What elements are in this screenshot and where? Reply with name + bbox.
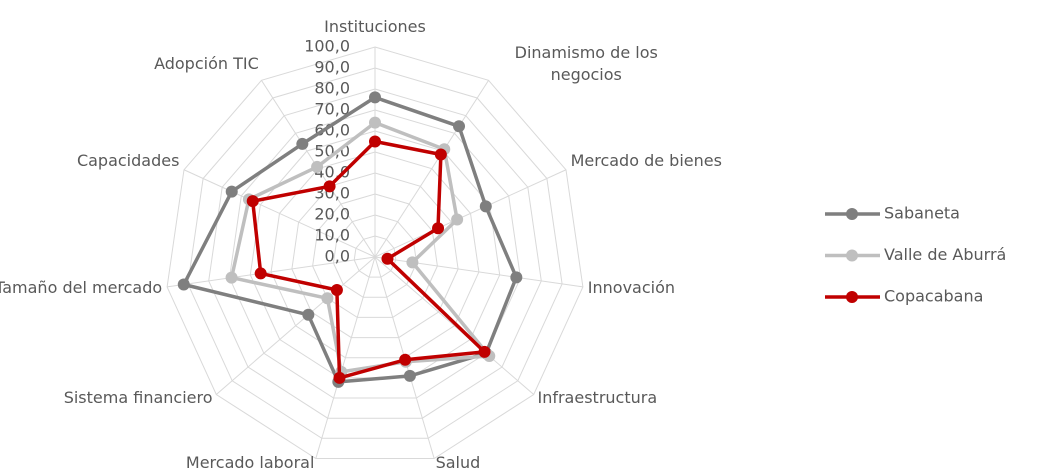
data-point: [399, 353, 412, 366]
data-point: [381, 252, 394, 265]
legend-label: Sabaneta: [884, 204, 960, 223]
data-point: [434, 148, 447, 161]
spoke: [167, 256, 376, 288]
tick-label: 80,0: [314, 79, 350, 98]
legend-label: Copacabana: [884, 287, 983, 306]
grid-ring: [332, 214, 418, 298]
series-line: [250, 139, 487, 380]
spoke: [374, 80, 489, 258]
data-point: [321, 292, 334, 305]
data-point: [225, 185, 238, 198]
legend-label: Valle de Aburrá: [884, 245, 1006, 264]
category-label: Dinamismo de los negocios: [514, 42, 658, 84]
tick-label: 60,0: [314, 121, 350, 140]
grid-ring: [166, 46, 584, 459]
data-point: [254, 267, 267, 280]
data-point: [406, 256, 419, 269]
category-label: Mercado de bienes: [570, 151, 722, 171]
data-point: [302, 308, 315, 321]
data-point: [296, 137, 309, 150]
category-label: Innovación: [587, 277, 676, 297]
spoke: [374, 169, 567, 258]
legend-marker: [846, 208, 858, 220]
category-label: Tamaño del mercado: [0, 277, 163, 297]
grid-ring: [270, 151, 480, 359]
category-label: Adopción TIC: [154, 53, 259, 73]
tick-label: 0,0: [325, 247, 350, 266]
tick-label: 20,0: [314, 205, 350, 224]
data-point: [403, 369, 416, 382]
spoke: [315, 256, 376, 459]
tick-label: 10,0: [314, 226, 350, 245]
legend-marker: [846, 249, 858, 262]
legend-marker: [846, 291, 858, 303]
category-label: Infraestructura: [537, 387, 658, 407]
tick-label: 100,0: [304, 37, 350, 56]
category-label: Capacidades: [76, 151, 180, 171]
data-point: [479, 200, 492, 213]
data-point: [369, 91, 381, 104]
grid-ring: [291, 172, 459, 339]
grid-ring: [228, 109, 522, 399]
spoke: [374, 256, 583, 288]
data-point: [323, 180, 336, 193]
tick-label: 90,0: [314, 58, 350, 77]
data-point: [432, 222, 445, 235]
data-point: [333, 371, 346, 384]
grid-ring: [312, 193, 438, 318]
category-label: Instituciones: [324, 17, 426, 36]
spoke: [215, 256, 376, 395]
data-point: [451, 213, 464, 226]
category-label: Salud: [435, 453, 481, 473]
data-point: [246, 195, 259, 208]
grid-ring: [353, 235, 397, 278]
category-label: Sistema financiero: [63, 387, 213, 407]
data-point: [369, 135, 381, 148]
tick-label: 70,0: [314, 100, 350, 119]
data-point: [478, 345, 491, 358]
data-point: [311, 160, 324, 173]
tick-label: 50,0: [314, 142, 350, 161]
data-point: [453, 120, 466, 133]
grid-ring: [187, 67, 563, 439]
data-point: [510, 271, 523, 284]
category-label: Mercado laboral: [185, 453, 315, 473]
spoke: [374, 256, 535, 395]
spoke: [183, 169, 376, 258]
series-line: [182, 95, 519, 384]
data-point: [225, 271, 238, 284]
data-point: [369, 116, 381, 129]
data-point: [177, 278, 190, 291]
data-point: [330, 284, 343, 297]
grid-ring: [208, 88, 542, 419]
